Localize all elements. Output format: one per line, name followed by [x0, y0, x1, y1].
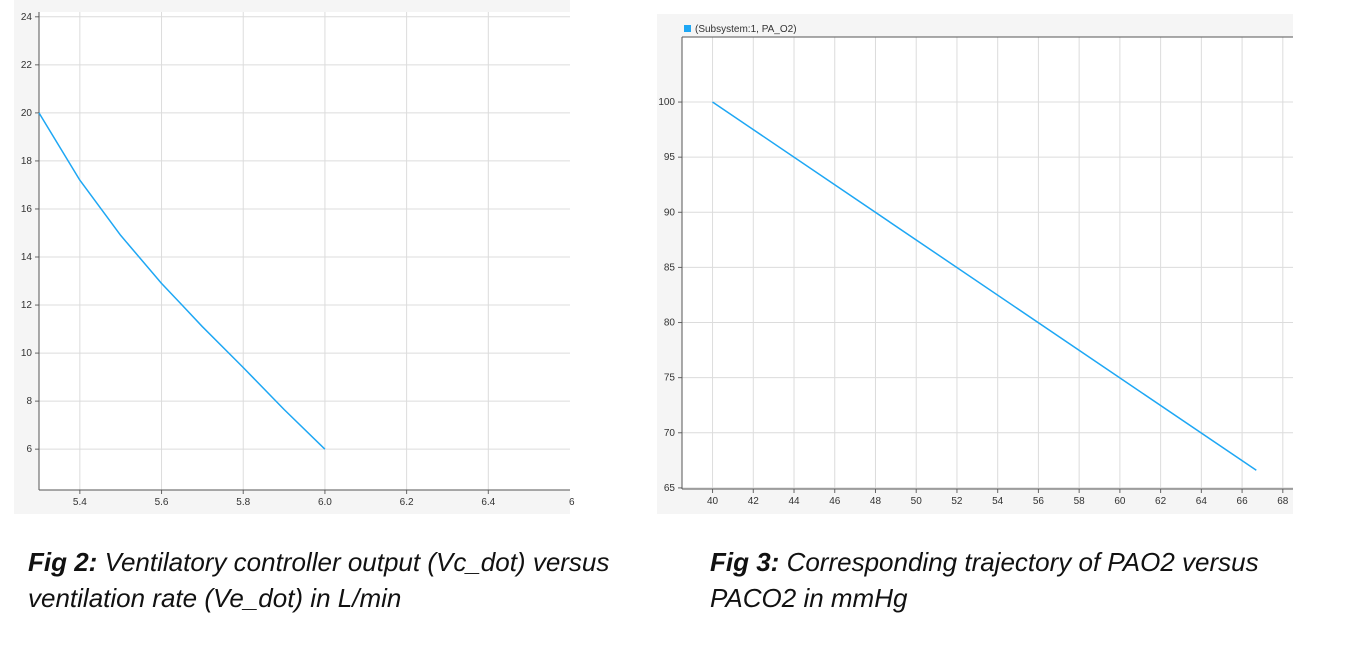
- x-tick-label: 50: [911, 496, 923, 507]
- x-tick-label: 6: [569, 497, 575, 508]
- x-tick-label: 64: [1196, 496, 1208, 507]
- series-line: [38, 112, 326, 450]
- y-tick-label: 22: [21, 60, 33, 71]
- chart-left-svg: 5.4 5.6 5.8 6.0 6.2 6.4 6 6 8 10 12 14 16 18 20 22 24: [21, 12, 575, 508]
- series-line: [712, 101, 1257, 471]
- plot-area: [682, 37, 1293, 489]
- legend-label: (Subsystem:1, PA_O2): [695, 24, 797, 35]
- y-tick-label: 8: [26, 396, 32, 407]
- x-tick-label: 44: [788, 496, 800, 507]
- x-tick-label: 5.6: [155, 497, 169, 508]
- x-tick-label: 52: [951, 496, 963, 507]
- x-tick-label: 40: [707, 496, 719, 507]
- x-tick-label: 48: [870, 496, 882, 507]
- y-tick-label: 24: [21, 12, 33, 23]
- caption-fig2-text: Ventilatory controller output (Vc_dot) v…: [28, 547, 610, 613]
- y-tick-label: 65: [664, 483, 676, 494]
- y-tick-label: 85: [664, 262, 676, 273]
- y-tick-label: 90: [664, 207, 676, 218]
- x-tick-label: 62: [1155, 496, 1167, 507]
- caption-fig2-label: Fig 2:: [28, 547, 98, 577]
- y-tick-label: 12: [21, 300, 33, 311]
- y-tick-label: 95: [664, 152, 676, 163]
- x-tick-label: 5.8: [236, 497, 250, 508]
- chart-right-svg: 40 42 44 46 48 50 52 54 56 58 60 62 64 66 68 65 70 75 80 85…: [658, 24, 1293, 507]
- x-tick-label: 6.4: [481, 497, 495, 508]
- x-tick-label: 56: [1033, 496, 1045, 507]
- y-tick-label: 10: [21, 348, 33, 359]
- y-tick-label: 14: [21, 252, 33, 263]
- x-tick-label: 68: [1277, 496, 1289, 507]
- x-tick-label: 5.4: [73, 497, 87, 508]
- x-tick-label: 42: [748, 496, 760, 507]
- chart-left-panel: 5.4 5.6 5.8 6.0 6.2 6.4 6 6 8 10 12 14 16 18 20 22 24: [14, 0, 575, 514]
- y-tick-label: 75: [664, 373, 676, 384]
- y-tick-label: 100: [658, 97, 675, 108]
- y-tick-label: 16: [21, 204, 33, 215]
- x-tick-label: 60: [1114, 496, 1126, 507]
- y-tick-label: 80: [664, 318, 676, 329]
- x-tick-label: 6.0: [318, 497, 332, 508]
- x-tick-label: 54: [992, 496, 1004, 507]
- caption-fig3: Fig 3: Corresponding trajectory of PAO2 …: [710, 544, 1330, 616]
- x-tick-label: 46: [829, 496, 841, 507]
- plot-area: [39, 12, 570, 490]
- y-tick-label: 20: [21, 108, 33, 119]
- caption-fig2: Fig 2: Ventilatory controller output (Vc…: [28, 544, 628, 616]
- caption-fig3-label: Fig 3:: [710, 547, 780, 577]
- x-tick-label: 66: [1237, 496, 1249, 507]
- y-tick-label: 70: [664, 428, 676, 439]
- legend-swatch: [684, 25, 691, 32]
- chart-right-panel: 40 42 44 46 48 50 52 54 56 58 60 62 64 66 68 65 70 75 80 85…: [657, 14, 1293, 514]
- x-tick-label: 6.2: [400, 497, 414, 508]
- y-tick-label: 18: [21, 156, 33, 167]
- x-tick-label: 58: [1074, 496, 1086, 507]
- caption-fig3-text: Corresponding trajectory of PAO2 versus …: [710, 547, 1259, 613]
- y-tick-label: 6: [26, 444, 32, 455]
